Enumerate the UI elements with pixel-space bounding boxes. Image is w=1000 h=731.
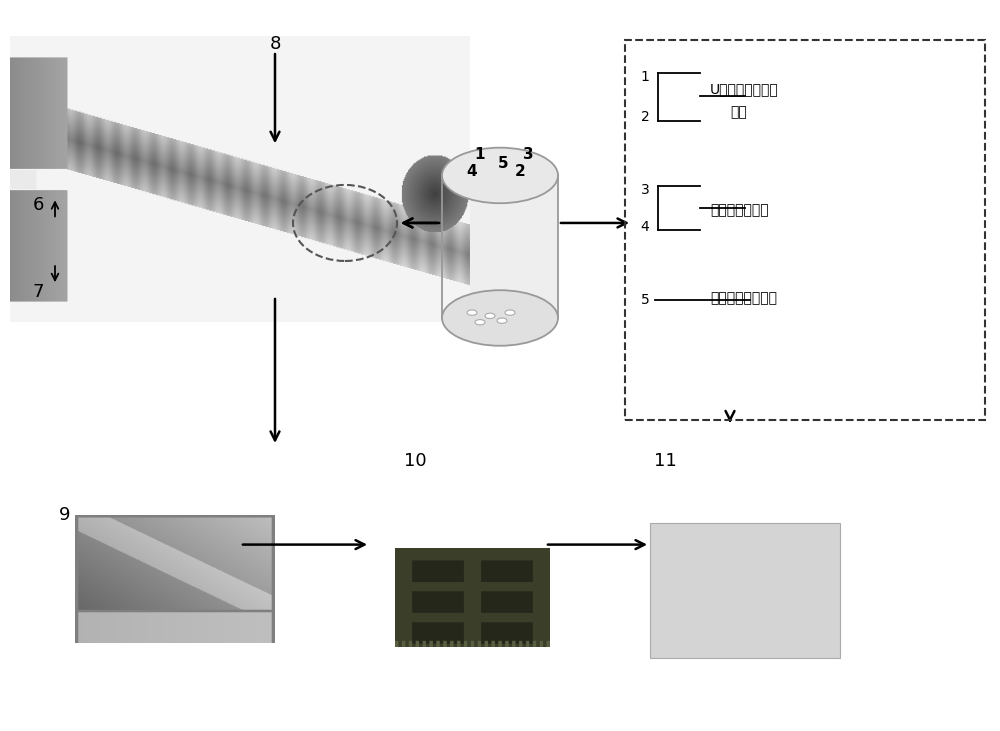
Text: U型软体机构硬化: U型软体机构硬化 bbox=[710, 82, 779, 96]
Bar bbox=[442, 175, 558, 318]
Text: 8: 8 bbox=[269, 35, 281, 53]
Text: 2: 2 bbox=[641, 110, 649, 124]
Text: 3: 3 bbox=[641, 183, 649, 197]
Text: 4: 4 bbox=[641, 219, 649, 234]
Ellipse shape bbox=[467, 310, 477, 315]
Text: 4: 4 bbox=[467, 164, 477, 178]
Text: 3: 3 bbox=[523, 148, 533, 162]
Text: 11: 11 bbox=[654, 452, 676, 469]
Text: 5: 5 bbox=[641, 292, 649, 307]
Ellipse shape bbox=[475, 319, 485, 325]
Text: 9: 9 bbox=[59, 507, 71, 524]
Ellipse shape bbox=[442, 290, 558, 346]
Text: 6: 6 bbox=[32, 196, 44, 213]
Bar bbox=[625, 40, 985, 420]
Text: 支撑臂硬化通道: 支撑臂硬化通道 bbox=[710, 203, 769, 218]
Text: 7: 7 bbox=[32, 284, 44, 301]
Text: 5: 5 bbox=[498, 156, 508, 171]
Text: 八孔吸盘吸附通道: 八孔吸盘吸附通道 bbox=[710, 291, 777, 306]
Text: 2: 2 bbox=[515, 164, 525, 178]
Bar bbox=[650, 523, 840, 658]
Ellipse shape bbox=[485, 313, 495, 319]
Ellipse shape bbox=[442, 148, 558, 203]
Ellipse shape bbox=[505, 310, 515, 315]
Text: 1: 1 bbox=[641, 69, 649, 84]
Text: 1: 1 bbox=[475, 148, 485, 162]
Text: 10: 10 bbox=[404, 452, 426, 469]
Text: 通道: 通道 bbox=[730, 105, 747, 119]
Ellipse shape bbox=[497, 318, 507, 323]
